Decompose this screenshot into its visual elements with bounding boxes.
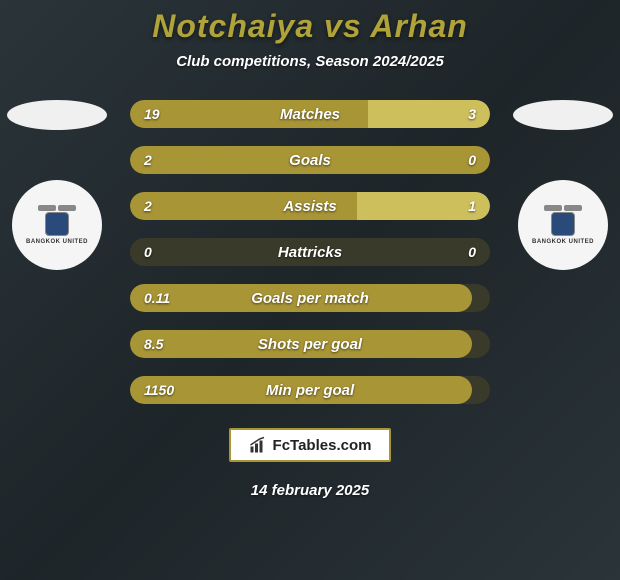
stat-label: Shots per goal <box>258 336 362 353</box>
stat-right-value: 0 <box>468 244 476 260</box>
stat-bar: 2 Assists 1 <box>130 192 490 220</box>
left-club-name: BANGKOK UNITED <box>26 239 88 245</box>
stat-bar: 0 Hattricks 0 <box>130 238 490 266</box>
stat-label: Assists <box>283 198 336 215</box>
stat-bar: 1150 Min per goal <box>130 376 490 404</box>
content-row: BANGKOK UNITED 19 Matches 3 2 Goals 0 2 Assists… <box>0 100 620 404</box>
stat-bar: 0.11 Goals per match <box>130 284 490 312</box>
chart-icon <box>249 436 267 454</box>
stat-bar: 8.5 Shots per goal <box>130 330 490 358</box>
stat-right-value: 0 <box>468 152 476 168</box>
stat-left-value: 0 <box>144 244 152 260</box>
stat-left-value: 8.5 <box>144 336 163 352</box>
stat-bar: 2 Goals 0 <box>130 146 490 174</box>
stat-bar: 19 Matches 3 <box>130 100 490 128</box>
right-club-badge: BANGKOK UNITED <box>518 180 608 270</box>
left-club-badge: BANGKOK UNITED <box>12 180 102 270</box>
footer-date: 14 february 2025 <box>251 482 369 499</box>
stat-label: Hattricks <box>278 244 342 261</box>
stat-label: Goals per match <box>251 290 369 307</box>
page-title: Notchaiya vs Arhan <box>152 8 468 45</box>
stat-right-value: 1 <box>468 198 476 214</box>
stat-label: Min per goal <box>266 382 354 399</box>
stat-label: Goals <box>289 152 331 169</box>
stat-left-value: 19 <box>144 106 160 122</box>
left-flag-icon <box>7 100 107 130</box>
brand-badge[interactable]: FcTables.com <box>229 428 392 462</box>
stat-right-value: 3 <box>468 106 476 122</box>
right-club-name: BANGKOK UNITED <box>532 239 594 245</box>
stat-left-value: 2 <box>144 198 152 214</box>
right-player-col: BANGKOK UNITED <box>508 100 618 270</box>
club-logo-icon: BANGKOK UNITED <box>532 205 594 245</box>
stat-left-value: 1150 <box>144 382 174 398</box>
right-flag-icon <box>513 100 613 130</box>
infographic-container: Notchaiya vs Arhan Club competitions, Se… <box>0 0 620 580</box>
club-logo-icon: BANGKOK UNITED <box>26 205 88 245</box>
brand-text: FcTables.com <box>273 437 372 454</box>
stat-label: Matches <box>280 106 340 123</box>
stat-left-value: 0.11 <box>144 290 170 306</box>
left-player-col: BANGKOK UNITED <box>2 100 112 270</box>
stat-left-value: 2 <box>144 152 152 168</box>
stats-column: 19 Matches 3 2 Goals 0 2 Assists 1 0 Hattricks 0 0.1… <box>130 100 490 404</box>
page-subtitle: Club competitions, Season 2024/2025 <box>176 53 444 70</box>
